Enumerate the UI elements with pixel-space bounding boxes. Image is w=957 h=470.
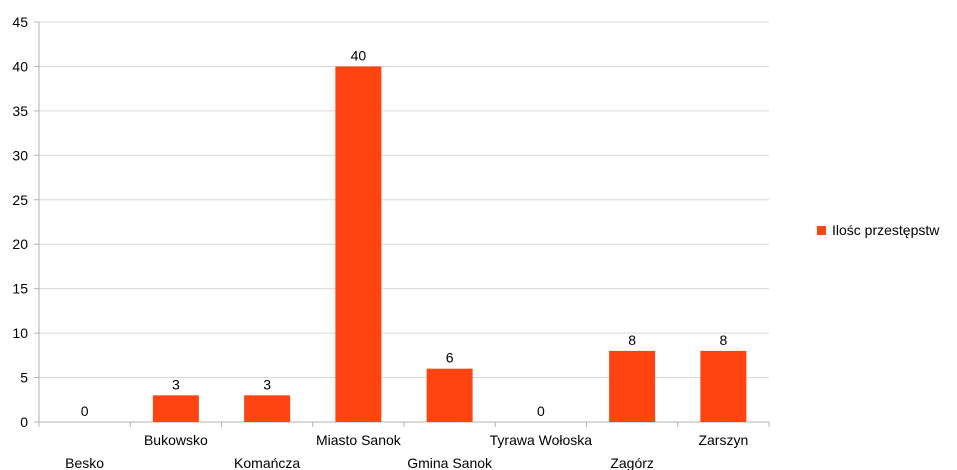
bar (152, 395, 199, 422)
data-label: 8 (628, 332, 636, 348)
legend: Ilośc przestępstw (817, 222, 940, 238)
category-label: Bukowsko (144, 432, 208, 448)
bar (244, 395, 291, 422)
y-tick-label: 45 (12, 14, 28, 30)
category-label: Gmina Sanok (407, 455, 493, 470)
y-tick-label: 30 (12, 147, 28, 163)
category-labels: Besko Bukowsko Komańcza Miasto Sanok Gmina S… (65, 432, 748, 470)
category-label: Tyrawa Wołoska (490, 432, 593, 448)
y-axis-ticks: 0 5 10 15 20 25 30 35 40 45 (12, 14, 39, 430)
bars (152, 66, 747, 422)
gridlines (39, 21, 769, 423)
y-tick-label: 0 (20, 414, 28, 430)
category-label: Komańcza (234, 455, 300, 470)
y-tick-label: 10 (12, 325, 28, 341)
y-tick-label: 20 (12, 236, 28, 252)
bar (426, 368, 473, 422)
bar (335, 66, 382, 422)
legend-swatch (817, 226, 826, 235)
y-tick-label: 5 (20, 370, 28, 386)
legend-label: Ilośc przestępstw (832, 222, 940, 238)
y-tick-label: 25 (12, 192, 28, 208)
bar (609, 350, 656, 422)
y-tick-label: 40 (12, 58, 28, 74)
category-label: Zarszyn (698, 432, 748, 448)
data-label: 8 (719, 332, 727, 348)
data-label: 40 (351, 47, 367, 63)
y-tick-label: 15 (12, 281, 28, 297)
data-label: 3 (263, 376, 271, 392)
data-label: 3 (172, 376, 180, 392)
data-label: 0 (537, 403, 545, 419)
category-label: Zagórz (610, 455, 654, 470)
category-label: Besko (65, 455, 104, 470)
x-axis (38, 22, 770, 427)
y-tick-label: 35 (12, 103, 28, 119)
bar (700, 350, 747, 422)
data-labels: 0 3 3 40 6 0 8 8 (81, 47, 728, 419)
data-label: 0 (81, 403, 89, 419)
data-label: 6 (446, 350, 454, 366)
category-label: Miasto Sanok (316, 432, 402, 448)
